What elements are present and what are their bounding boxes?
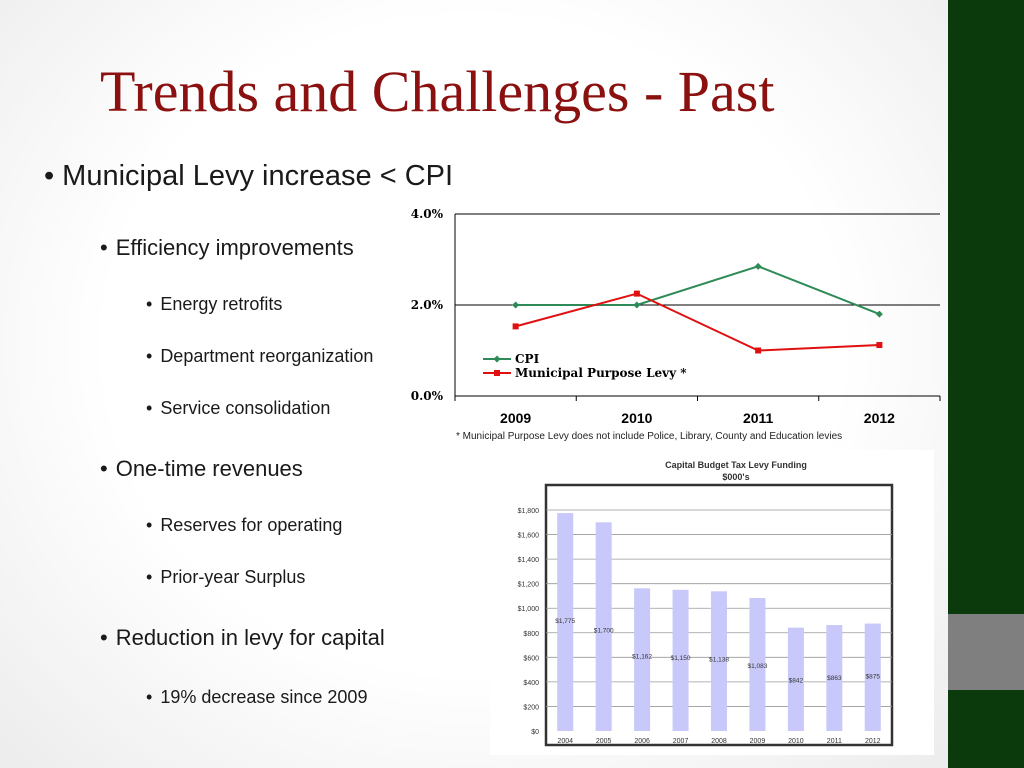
- y-tick-label: 2.0%: [411, 298, 444, 312]
- levy-point: [633, 290, 640, 297]
- bullet-dot: •: [100, 456, 108, 481]
- bar: [557, 513, 574, 731]
- plot-frame: [544, 483, 894, 747]
- legend-cpi-marker: [493, 355, 501, 363]
- bullet-consolidation-text: Service consolidation: [160, 398, 331, 418]
- bar-value-label: $842: [789, 678, 804, 685]
- bar-value-label: $1,150: [671, 655, 691, 662]
- bullet-dot: •: [100, 235, 108, 260]
- bullet-surplus-text: Prior-year Surplus: [160, 567, 306, 587]
- bullet-dot: •: [146, 687, 153, 707]
- bullet-dot: •: [146, 294, 153, 314]
- bar: [634, 588, 651, 731]
- levy-cpi-line-chart: 0.0% 2.0% 4.0% 2009 2010 2011 2012 CPIMunicipal…: [411, 207, 941, 426]
- bullet-dot: •: [146, 515, 153, 535]
- y-tick-label: $0: [531, 729, 539, 736]
- x-tick-label: 2011: [743, 410, 774, 426]
- x-tick-label: 2011: [827, 738, 842, 745]
- y-tick-label: $400: [523, 680, 539, 687]
- bullet-reserves-text: Reserves for operating: [160, 515, 343, 535]
- slide-title: Trends and Challenges - Past: [100, 59, 775, 124]
- side-bar-top: [948, 0, 1024, 614]
- levy-series-line: [515, 292, 880, 352]
- y-tick-label: $800: [523, 631, 539, 638]
- bullet-dot: •: [146, 346, 153, 366]
- bar-value-label: $1,700: [594, 627, 614, 634]
- cpi-point: [633, 301, 641, 309]
- side-bar-accent: [948, 614, 1024, 690]
- bullet-decrease: • 19% decrease since 2009: [146, 687, 367, 708]
- bullet-dot: •: [146, 567, 153, 587]
- bar-value-label: $1,775: [555, 618, 575, 625]
- bullet-dot: •: [146, 398, 153, 418]
- x-tick-label: 2012: [865, 738, 881, 745]
- bar: [749, 598, 766, 731]
- bullet-reorg: • Department reorganization: [146, 346, 373, 367]
- bullet-reorg-text: Department reorganization: [160, 346, 374, 366]
- bullet-main-text: Municipal Levy increase < CPI: [62, 160, 454, 192]
- bullet-one-time-text: One-time revenues: [115, 456, 303, 481]
- y-tick-label: $600: [523, 655, 539, 662]
- x-tick-label: 2009: [500, 410, 531, 426]
- cpi-point: [754, 262, 762, 270]
- y-tick-label: $1,600: [518, 533, 540, 540]
- bar-value-label: $1,083: [747, 663, 767, 670]
- bullet-main: • Municipal Levy increase < CPI: [44, 160, 453, 193]
- bullet-decrease-text: 19% decrease since 2009: [160, 687, 368, 707]
- x-tick-label: 2005: [596, 738, 612, 745]
- legend-levy-label: Municipal Purpose Levy *: [515, 366, 687, 380]
- y-tick-label: 4.0%: [411, 207, 444, 221]
- bar-value-label: $1,162: [632, 653, 652, 660]
- y-tick-label: 0.0%: [411, 389, 444, 403]
- bullet-efficiency-text: Efficiency improvements: [115, 235, 354, 260]
- levy-point: [755, 347, 762, 354]
- side-bar-bottom: [948, 690, 1024, 768]
- bar-value-label: $1,138: [709, 656, 729, 663]
- bar-value-label: $875: [866, 674, 881, 681]
- levy-point: [512, 323, 519, 330]
- legend-levy-marker: [494, 370, 500, 376]
- bullet-energy-text: Energy retrofits: [160, 294, 283, 314]
- x-tick-label: 2012: [864, 410, 895, 426]
- bar: [672, 589, 689, 731]
- bar: [787, 627, 804, 731]
- chart-footnote: * Municipal Purpose Levy does not includ…: [456, 431, 843, 442]
- cpi-point: [512, 301, 520, 309]
- bar: [711, 591, 727, 731]
- y-tick-label: $1,200: [518, 582, 540, 589]
- cpi-series-line: [515, 265, 880, 316]
- x-tick-label: 2008: [711, 738, 727, 745]
- bullet-reserves: • Reserves for operating: [146, 515, 342, 536]
- bullet-reduction: • Reduction in levy for capital: [100, 625, 385, 651]
- y-tick-label: $200: [523, 704, 539, 711]
- x-tick-label: 2004: [557, 738, 573, 745]
- bullet-dot: •: [100, 625, 108, 650]
- cpi-point: [875, 310, 883, 318]
- x-tick-label: 2009: [750, 738, 766, 745]
- bullet-one-time: • One-time revenues: [100, 456, 303, 482]
- bar: [864, 623, 881, 731]
- bullet-consolidation: • Service consolidation: [146, 398, 330, 419]
- bullet-dot: •: [44, 160, 55, 192]
- bullet-energy: • Energy retrofits: [146, 294, 282, 315]
- x-tick-label: 2007: [673, 738, 689, 745]
- x-tick-label: 2006: [634, 738, 650, 745]
- levy-point: [876, 342, 883, 349]
- bar-value-label: $863: [827, 675, 842, 682]
- y-tick-label: $1,800: [518, 508, 540, 515]
- legend-cpi-label: CPI: [515, 352, 540, 366]
- y-tick-label: $1,000: [518, 606, 540, 613]
- bullet-efficiency: • Efficiency improvements: [100, 235, 354, 261]
- bar-chart-subtitle: $000's: [722, 472, 749, 482]
- bar-chart-title: Capital Budget Tax Levy Funding: [665, 460, 807, 470]
- bullet-surplus: • Prior-year Surplus: [146, 567, 305, 588]
- bar: [826, 625, 843, 731]
- x-tick-label: 2010: [621, 410, 652, 426]
- y-tick-label: $1,400: [518, 557, 540, 564]
- x-tick-label: 2010: [788, 738, 804, 745]
- capital-levy-bar-chart: Capital Budget Tax Levy Funding $000's $0 $…: [490, 450, 934, 755]
- bullet-reduction-text: Reduction in levy for capital: [115, 625, 385, 650]
- bar: [595, 522, 612, 731]
